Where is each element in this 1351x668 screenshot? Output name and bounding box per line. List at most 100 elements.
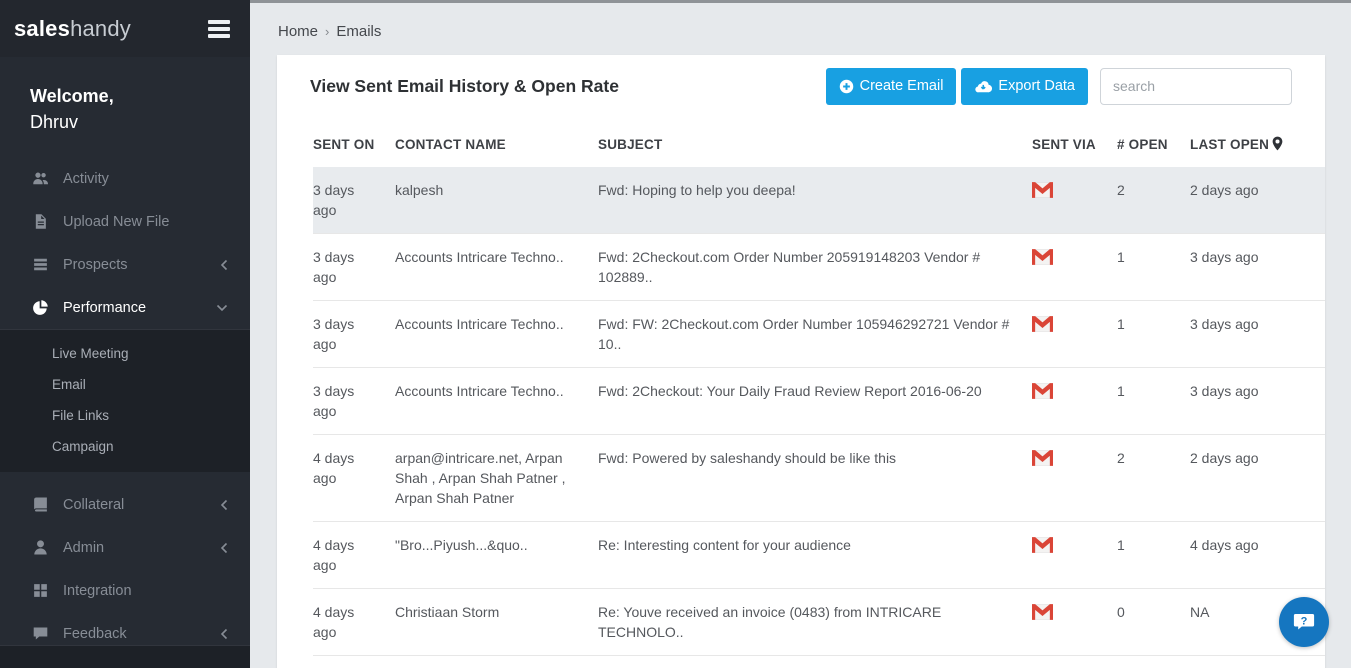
create-email-button[interactable]: Create Email — [825, 67, 957, 105]
sidebar-item-integration[interactable]: Integration — [0, 569, 250, 612]
cell-sent-via — [1032, 234, 1117, 301]
cell-contact-name: "Bro...Piyush...&quo.. — [395, 537, 528, 553]
cell-subject: Fwd: Powered by saleshandy should be lik… — [598, 450, 897, 466]
cell-sent-via — [1032, 522, 1117, 589]
gmail-icon — [1032, 182, 1053, 198]
breadcrumb-home-link[interactable]: Home — [278, 23, 319, 40]
cell-last-open: 4 days ago — [1190, 656, 1325, 668]
saleshandy-logo[interactable]: saleshandy — [14, 16, 131, 42]
cell-sent-on: 4 days ago — [313, 450, 355, 486]
sidebar-item-label: Performance — [63, 299, 147, 316]
svg-text:?: ? — [1301, 615, 1308, 627]
cell-open-count: 1 — [1117, 656, 1190, 668]
cell-last-open: 4 days ago — [1190, 537, 1259, 553]
hamburger-menu-icon[interactable] — [204, 16, 234, 42]
cell-last-open: 2 days ago — [1190, 182, 1259, 198]
performance-submenu: Live Meeting Email File Links Campaign — [0, 329, 250, 472]
sidebar-item-label: Admin — [63, 539, 105, 556]
user-name: Dhruv — [30, 112, 79, 132]
cell-contact-name: Christiaan Storm — [395, 656, 598, 668]
search-input[interactable] — [1100, 67, 1292, 105]
email-table-row[interactable]: 3 days ago Accounts Intricare Techno.. F… — [313, 301, 1325, 368]
sidebar-item-label: Collateral — [63, 496, 125, 513]
email-table-row[interactable]: 3 days ago kalpesh Fwd: Hoping to help y… — [313, 167, 1325, 234]
email-table-row[interactable]: 4 days ago Christiaan Storm Re: Youve re… — [313, 589, 1325, 656]
gmail-icon — [1032, 383, 1053, 399]
cell-sent-on: 4 days ago — [313, 537, 355, 573]
cell-last-open: 3 days ago — [1190, 383, 1259, 399]
cell-subject: Fwd: 2Checkout.com Order Number 20591914… — [598, 249, 981, 285]
list-icon — [30, 255, 50, 275]
column-header-subject: SUBJECT — [598, 136, 663, 152]
logo-bold-text: sales — [14, 15, 71, 41]
cell-last-open: NA — [1190, 604, 1210, 620]
gmail-icon — [1032, 249, 1053, 265]
email-table-row[interactable]: 3 days ago Accounts Intricare Techno.. F… — [313, 234, 1325, 301]
gmail-icon — [1032, 604, 1053, 620]
cell-open-count: 1 — [1117, 537, 1125, 553]
sidebar-menu: Activity Upload New File Prospects Per — [0, 157, 250, 329]
email-history-card: View Sent Email History & Open Rate Crea… — [277, 55, 1325, 668]
chevron-left-icon — [220, 259, 228, 271]
cell-sent-via — [1032, 589, 1117, 656]
sidebar-item-label: Prospects — [63, 256, 128, 273]
sidebar-item-label: Feedback — [63, 625, 127, 642]
cell-last-open: 2 days ago — [1190, 450, 1259, 466]
cell-contact-name: kalpesh — [395, 182, 444, 198]
page-title: View Sent Email History & Open Rate — [310, 75, 619, 96]
cell-open-count: 0 — [1117, 604, 1125, 620]
sidebar-item-activity[interactable]: Activity — [0, 157, 250, 200]
cell-contact-name: Christiaan Storm — [395, 604, 500, 620]
cloud-download-icon — [975, 81, 993, 93]
cell-sent-on: 4 days ago — [313, 656, 395, 668]
submenu-item-campaign[interactable]: Campaign — [52, 439, 114, 454]
submenu-item-email[interactable]: Email — [52, 377, 86, 392]
book-icon — [30, 495, 50, 515]
cell-subject: Re: Youve received an invoice (0483) fro… — [598, 604, 942, 640]
gmail-icon — [1032, 316, 1053, 332]
cell-sent-via — [1032, 435, 1117, 522]
sidebar-item-performance[interactable]: Performance — [0, 286, 250, 329]
submenu-item-file-links[interactable]: File Links — [52, 408, 110, 423]
chevron-left-icon — [220, 542, 228, 554]
header-actions: Create Email Export Data — [825, 67, 1292, 105]
breadcrumb-current[interactable]: Emails — [336, 23, 382, 40]
welcome-label: Welcome, — [30, 86, 114, 106]
welcome-block: Welcome, Dhruv — [0, 57, 250, 157]
user-icon — [30, 538, 50, 558]
sidebar-menu-lower: Collateral Admin Integration — [0, 483, 250, 655]
table-header-row: SENT ON CONTACT NAME SUBJECT SENT VIA # … — [313, 117, 1325, 167]
chevron-left-icon — [220, 628, 228, 640]
cell-contact-name: Accounts Intricare Techno.. — [395, 249, 564, 265]
column-header-contact-name: CONTACT NAME — [395, 136, 506, 152]
breadcrumb: Home › Emails — [250, 3, 1351, 55]
sidebar-item-admin[interactable]: Admin — [0, 526, 250, 569]
comment-icon — [30, 624, 50, 644]
chevron-down-icon — [216, 304, 228, 312]
email-table-row[interactable]: 4 days ago Christiaan Storm Re: Youve re… — [313, 656, 1325, 668]
export-data-button[interactable]: Export Data — [961, 67, 1088, 105]
email-table-row[interactable]: 3 days ago Accounts Intricare Techno.. F… — [313, 368, 1325, 435]
cell-sent-via — [1032, 656, 1117, 668]
pie-chart-icon — [30, 298, 50, 318]
sidebar-item-upload-new-file[interactable]: Upload New File — [0, 200, 250, 243]
cell-last-open: 3 days ago — [1190, 316, 1259, 332]
cell-sent-via — [1032, 167, 1117, 234]
help-chat-button[interactable]: ? — [1279, 597, 1329, 647]
sidebar-item-collateral[interactable]: Collateral — [0, 483, 250, 526]
chat-bubble-question-icon: ? — [1293, 614, 1315, 630]
column-header-open-count: # OPEN — [1117, 136, 1168, 152]
email-table-body: 3 days ago kalpesh Fwd: Hoping to help y… — [313, 167, 1325, 668]
sidebar-item-feedback[interactable]: Feedback — [0, 612, 250, 655]
sidebar-item-prospects[interactable]: Prospects — [0, 243, 250, 286]
cell-sent-via — [1032, 301, 1117, 368]
users-icon — [30, 169, 50, 189]
cell-open-count: 1 — [1117, 249, 1125, 265]
email-table-row[interactable]: 4 days ago arpan@intricare.net, Arpan Sh… — [313, 435, 1325, 522]
cell-contact-name: Accounts Intricare Techno.. — [395, 316, 564, 332]
grid-icon — [30, 581, 50, 601]
gmail-icon — [1032, 537, 1053, 553]
cell-contact-name: Accounts Intricare Techno.. — [395, 383, 564, 399]
submenu-item-live-meeting[interactable]: Live Meeting — [52, 346, 129, 361]
email-table-row[interactable]: 4 days ago "Bro...Piyush...&quo.. Re: In… — [313, 522, 1325, 589]
